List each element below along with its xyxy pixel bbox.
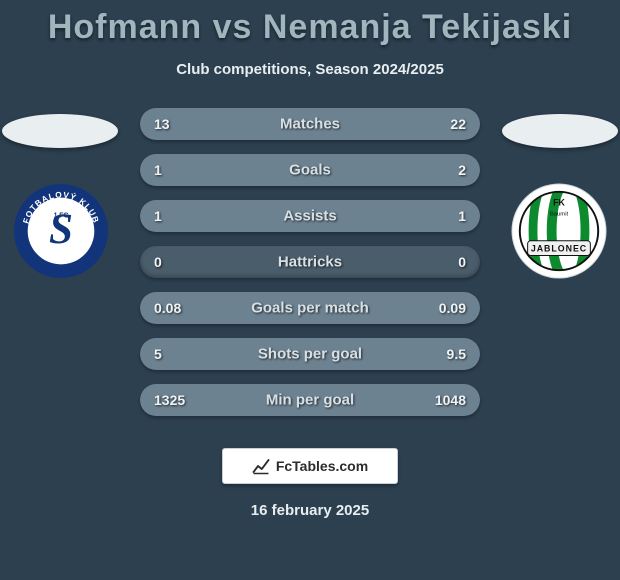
bar-fill-right [252, 154, 480, 186]
svg-text:1.FC: 1.FC [54, 212, 69, 219]
crest-right-top-text: FK [553, 198, 565, 208]
stat-value-left: 1325 [154, 392, 185, 408]
club-crest-right: JABLONEC FK Baumit [510, 182, 608, 280]
stat-value-right: 22 [450, 116, 466, 132]
stat-label: Assists [283, 208, 336, 225]
brand-text: FcTables.com [276, 458, 368, 474]
stat-value-left: 1 [154, 162, 162, 178]
brand-icon [252, 457, 270, 475]
page-title: Hofmann vs Nemanja Tekijaski [0, 0, 620, 47]
stat-bar: 0.08 0.09 Goals per match [140, 292, 480, 324]
stat-value-right: 0.09 [439, 300, 466, 316]
stat-value-left: 0.08 [154, 300, 181, 316]
subtitle: Club competitions, Season 2024/2025 [0, 61, 620, 78]
player-ellipse-left [2, 114, 118, 148]
stat-value-left: 0 [154, 254, 162, 270]
comparison-stage: S FOTBALOVÝ KLUB SLOVÁCKO 1.FC JABL [0, 100, 620, 430]
stat-bar: 13 22 Matches [140, 108, 480, 140]
stat-label: Goals per match [251, 300, 369, 317]
date-text: 16 february 2025 [0, 502, 620, 519]
stat-value-left: 5 [154, 346, 162, 362]
player-ellipse-right [502, 114, 618, 148]
crest-right-ribbon-text: JABLONEC [531, 244, 587, 254]
stat-label: Goals [289, 162, 331, 179]
stat-value-right: 1 [458, 208, 466, 224]
stat-bar: 1325 1048 Min per goal [140, 384, 480, 416]
stat-value-right: 0 [458, 254, 466, 270]
stat-value-left: 1 [154, 208, 162, 224]
stat-bars: 13 22 Matches 1 2 Goals 1 1 Assists 0 0 Hattricks 0.… [140, 108, 480, 416]
stat-bar: 1 1 Assists [140, 200, 480, 232]
stat-value-right: 2 [458, 162, 466, 178]
stat-value-right: 9.5 [447, 346, 466, 362]
stat-value-left: 13 [154, 116, 170, 132]
stat-label: Min per goal [266, 392, 354, 409]
brand-badge: FcTables.com [222, 448, 398, 484]
svg-text:Baumit: Baumit [550, 211, 569, 217]
stat-bar: 5 9.5 Shots per goal [140, 338, 480, 370]
stat-bar: 0 0 Hattricks [140, 246, 480, 278]
club-crest-left: S FOTBALOVÝ KLUB SLOVÁCKO 1.FC [12, 182, 110, 280]
stat-label: Hattricks [278, 254, 342, 271]
stat-bar: 1 2 Goals [140, 154, 480, 186]
stat-label: Matches [280, 116, 340, 133]
stat-label: Shots per goal [258, 346, 362, 363]
stat-value-right: 1048 [435, 392, 466, 408]
